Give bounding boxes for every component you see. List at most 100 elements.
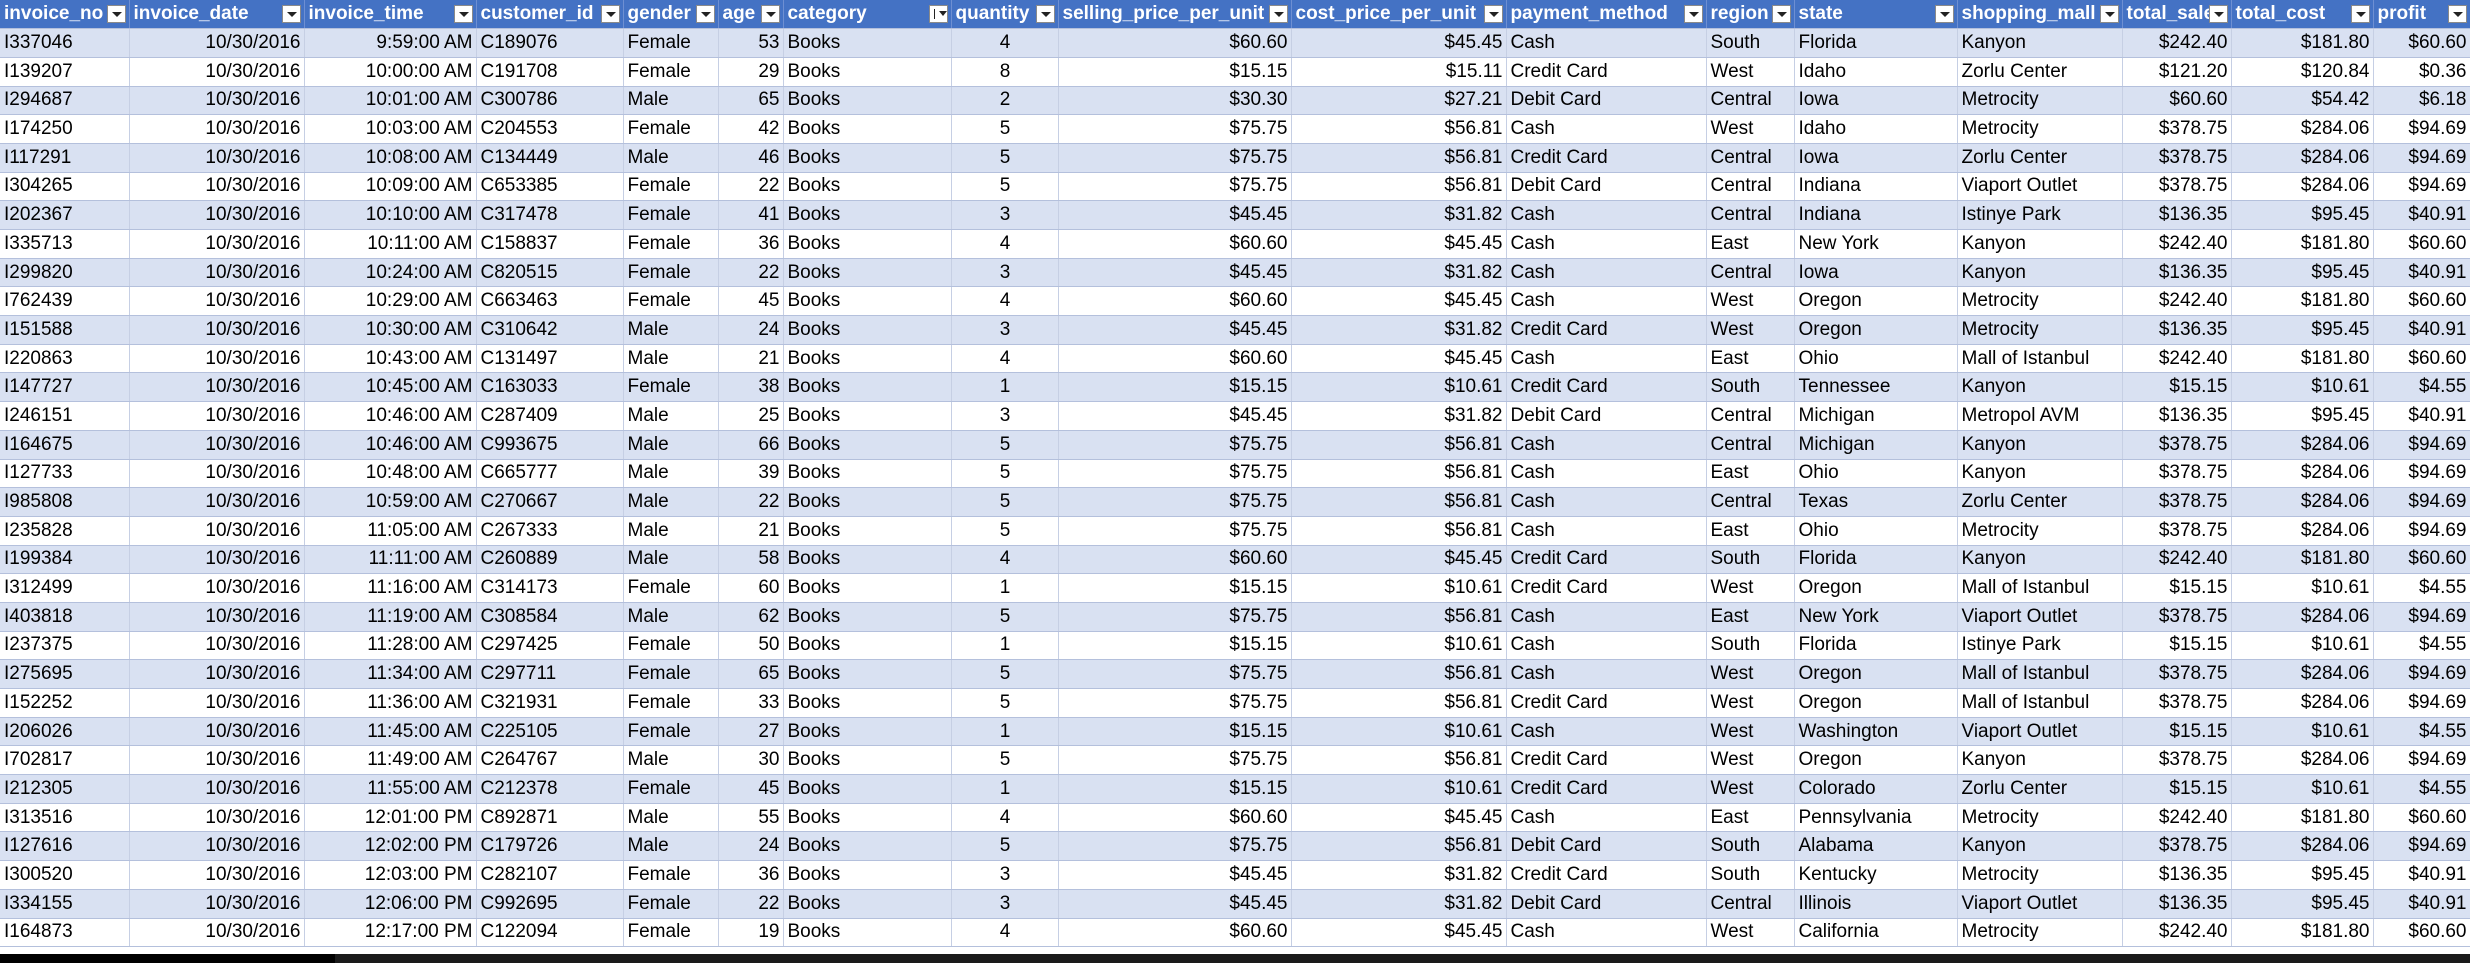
cell-profit[interactable]: $94.69 xyxy=(2373,430,2470,460)
cell-customer-id[interactable]: C270667 xyxy=(476,487,624,517)
cell-region[interactable]: East xyxy=(1706,516,1795,546)
cell-invoice-no[interactable]: I151588 xyxy=(0,315,130,345)
cell-selling-price-per-unit[interactable]: $75.75 xyxy=(1058,745,1292,776)
cell-total-sales[interactable]: $136.35 xyxy=(2122,258,2232,288)
cell-payment-method[interactable]: Credit Card xyxy=(1506,774,1707,804)
cell-state[interactable]: California xyxy=(1794,918,1958,948)
cell-state[interactable]: Idaho xyxy=(1794,57,1958,87)
cell-payment-method[interactable]: Credit Card xyxy=(1506,573,1707,603)
cell-cost-price-per-unit[interactable]: $45.45 xyxy=(1291,28,1507,58)
cell-total-cost[interactable]: $284.06 xyxy=(2231,143,2374,173)
cell-customer-id[interactable]: C300786 xyxy=(476,86,624,116)
cell-customer-id[interactable]: C260889 xyxy=(476,545,624,575)
cell-profit[interactable]: $94.69 xyxy=(2373,516,2470,546)
cell-total-cost[interactable]: $181.80 xyxy=(2231,28,2374,58)
cell-category[interactable]: Books xyxy=(783,688,952,718)
cell-cost-price-per-unit[interactable]: $56.81 xyxy=(1291,487,1507,517)
cell-shopping-mall[interactable]: Zorlu Center xyxy=(1957,487,2123,517)
column-header-invoice-date[interactable]: invoice_date xyxy=(129,0,305,30)
cell-customer-id[interactable]: C189076 xyxy=(476,28,624,58)
cell-age[interactable]: 24 xyxy=(718,315,784,345)
cell-total-sales[interactable]: $378.75 xyxy=(2122,459,2232,489)
cell-shopping-mall[interactable]: Zorlu Center xyxy=(1957,774,2123,804)
cell-shopping-mall[interactable]: Kanyon xyxy=(1957,372,2123,403)
cell-shopping-mall[interactable]: Metrocity xyxy=(1957,315,2123,345)
cell-category[interactable]: Books xyxy=(783,200,952,230)
column-header-region[interactable]: region xyxy=(1706,0,1795,30)
cell-invoice-date[interactable]: 10/30/2016 xyxy=(129,831,305,862)
cell-cost-price-per-unit[interactable]: $10.61 xyxy=(1291,573,1507,603)
horizontal-scrollbar-track[interactable] xyxy=(335,954,2470,963)
cell-total-cost[interactable]: $284.06 xyxy=(2231,602,2374,632)
cell-invoice-no[interactable]: I117291 xyxy=(0,143,130,173)
cell-cost-price-per-unit[interactable]: $31.82 xyxy=(1291,200,1507,230)
cell-total-cost[interactable]: $284.06 xyxy=(2231,516,2374,546)
cell-total-sales[interactable]: $378.75 xyxy=(2122,659,2232,689)
cell-profit[interactable]: $94.69 xyxy=(2373,688,2470,718)
cell-total-sales[interactable]: $136.35 xyxy=(2122,860,2232,890)
cell-invoice-time[interactable]: 11:19:00 AM xyxy=(304,602,477,632)
cell-invoice-no[interactable]: I212305 xyxy=(0,774,130,804)
cell-invoice-time[interactable]: 9:59:00 AM xyxy=(304,28,477,58)
cell-customer-id[interactable]: C282107 xyxy=(476,860,624,890)
cell-category[interactable]: Books xyxy=(783,487,952,517)
cell-customer-id[interactable]: C993675 xyxy=(476,430,624,460)
cell-total-cost[interactable]: $95.45 xyxy=(2231,401,2374,431)
cell-invoice-no[interactable]: I313516 xyxy=(0,803,130,833)
cell-region[interactable]: South xyxy=(1706,28,1795,58)
cell-state[interactable]: Colorado xyxy=(1794,774,1958,804)
column-header-quantity[interactable]: quantity xyxy=(951,0,1059,30)
cell-invoice-date[interactable]: 10/30/2016 xyxy=(129,258,305,288)
cell-invoice-no[interactable]: I152252 xyxy=(0,688,130,718)
column-header-cost-price-per-unit[interactable]: cost_price_per_unit xyxy=(1291,0,1507,30)
cell-payment-method[interactable]: Cash xyxy=(1506,258,1707,288)
cell-state[interactable]: Michigan xyxy=(1794,430,1958,460)
cell-gender[interactable]: Male xyxy=(623,516,719,546)
cell-category[interactable]: Books xyxy=(783,172,952,202)
cell-payment-method[interactable]: Credit Card xyxy=(1506,143,1707,173)
cell-invoice-no[interactable]: I762439 xyxy=(0,286,130,317)
cell-region[interactable]: West xyxy=(1706,114,1795,144)
cell-shopping-mall[interactable]: Metrocity xyxy=(1957,803,2123,833)
cell-state[interactable]: Ohio xyxy=(1794,459,1958,489)
cell-age[interactable]: 24 xyxy=(718,831,784,862)
cell-quantity[interactable]: 4 xyxy=(951,918,1059,948)
cell-selling-price-per-unit[interactable]: $45.45 xyxy=(1058,258,1292,288)
cell-category[interactable]: Books xyxy=(783,774,952,804)
cell-selling-price-per-unit[interactable]: $45.45 xyxy=(1058,889,1292,919)
cell-cost-price-per-unit[interactable]: $45.45 xyxy=(1291,344,1507,374)
column-header-invoice-no[interactable]: invoice_no xyxy=(0,0,130,30)
cell-customer-id[interactable]: C212378 xyxy=(476,774,624,804)
cell-shopping-mall[interactable]: Kanyon xyxy=(1957,545,2123,575)
cell-state[interactable]: Florida xyxy=(1794,28,1958,58)
cell-state[interactable]: Ohio xyxy=(1794,344,1958,374)
cell-total-cost[interactable]: $10.61 xyxy=(2231,774,2374,804)
cell-quantity[interactable]: 8 xyxy=(951,57,1059,87)
cell-cost-price-per-unit[interactable]: $56.81 xyxy=(1291,143,1507,173)
cell-invoice-no[interactable]: I335713 xyxy=(0,229,130,259)
cell-shopping-mall[interactable]: Viaport Outlet xyxy=(1957,889,2123,919)
cell-gender[interactable]: Female xyxy=(623,717,719,747)
cell-invoice-time[interactable]: 11:16:00 AM xyxy=(304,573,477,603)
cell-selling-price-per-unit[interactable]: $75.75 xyxy=(1058,659,1292,689)
cell-selling-price-per-unit[interactable]: $75.75 xyxy=(1058,831,1292,862)
cell-selling-price-per-unit[interactable]: $75.75 xyxy=(1058,114,1292,144)
cell-shopping-mall[interactable]: Mall of Istanbul xyxy=(1957,688,2123,718)
cell-total-sales[interactable]: $378.75 xyxy=(2122,143,2232,173)
cell-total-cost[interactable]: $284.06 xyxy=(2231,659,2374,689)
cell-cost-price-per-unit[interactable]: $56.81 xyxy=(1291,430,1507,460)
filter-dropdown-icon[interactable] xyxy=(2208,5,2228,23)
cell-invoice-no[interactable]: I275695 xyxy=(0,659,130,689)
cell-age[interactable]: 66 xyxy=(718,430,784,460)
cell-region[interactable]: West xyxy=(1706,717,1795,747)
filter-dropdown-icon[interactable] xyxy=(1683,5,1703,23)
cell-payment-method[interactable]: Credit Card xyxy=(1506,545,1707,575)
cell-total-cost[interactable]: $120.84 xyxy=(2231,57,2374,87)
cell-state[interactable]: Oregon xyxy=(1794,315,1958,345)
cell-total-sales[interactable]: $136.35 xyxy=(2122,401,2232,431)
cell-total-sales[interactable]: $242.40 xyxy=(2122,229,2232,259)
cell-total-cost[interactable]: $181.80 xyxy=(2231,286,2374,317)
cell-region[interactable]: South xyxy=(1706,831,1795,862)
cell-category[interactable]: Books xyxy=(783,659,952,689)
cell-region[interactable]: West xyxy=(1706,774,1795,804)
